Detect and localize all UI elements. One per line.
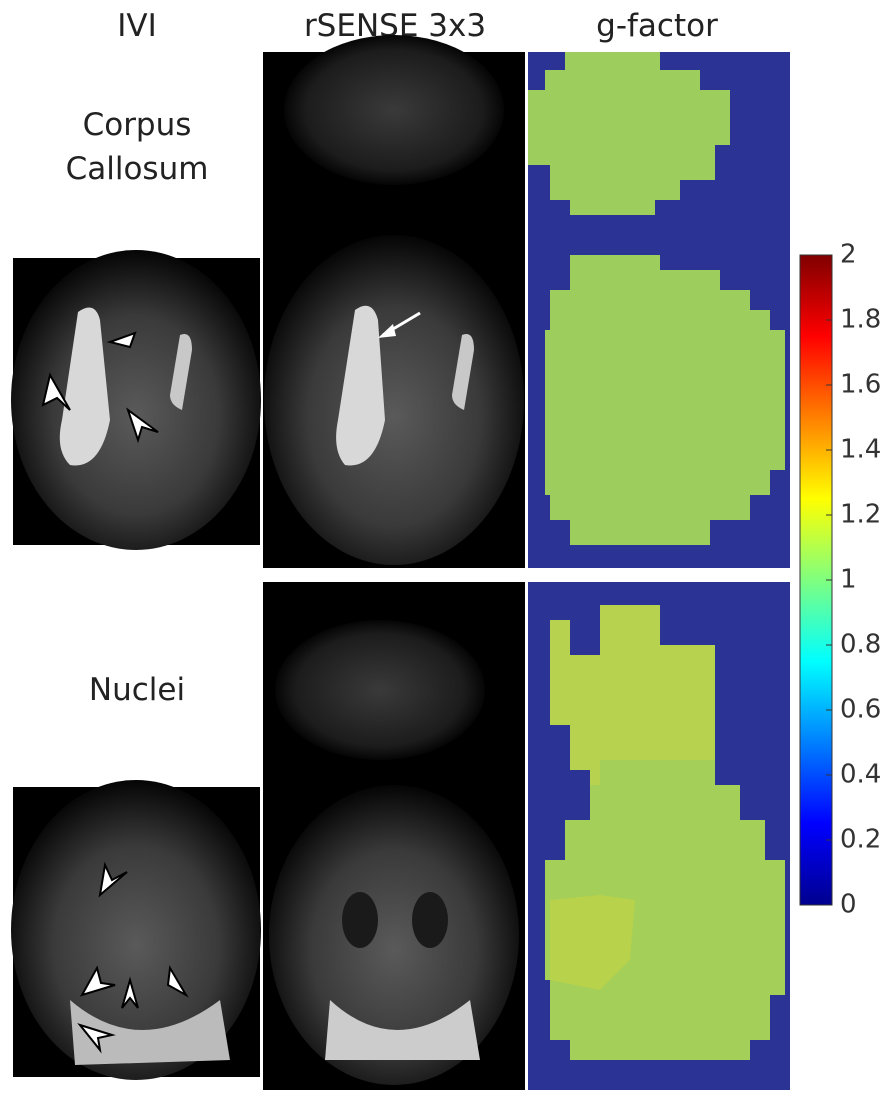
mri-image — [11, 250, 261, 550]
mri-image — [263, 35, 525, 568]
tick-label: 0 — [840, 890, 857, 920]
panels: 0 0.2 0.4 0.6 0.8 1 1.2 1.4 1.6 1.8 2 — [0, 0, 883, 1093]
mri-image — [263, 582, 525, 1090]
tick-label: 1.6 — [840, 370, 881, 400]
tick-label: 0.4 — [840, 760, 881, 790]
colorbar-ticks: 0 0.2 0.4 0.6 0.8 1 1.2 1.4 1.6 1.8 2 — [826, 240, 881, 920]
tick-label: 2 — [840, 240, 857, 270]
tick-label: 1 — [840, 565, 857, 595]
tick-label: 1.4 — [840, 435, 881, 465]
tick-label: 0.6 — [840, 695, 881, 725]
tick-label: 1.8 — [840, 305, 881, 335]
tick-label: 0.2 — [840, 825, 881, 855]
g-factor-map — [528, 582, 790, 1090]
g-factor-map — [528, 52, 790, 568]
tick-label: 0.8 — [840, 630, 881, 660]
tick-label: 1.2 — [840, 500, 881, 530]
mri-image — [11, 780, 261, 1080]
figure: IVI rSENSE 3x3 g-factor Corpus Callosum … — [0, 0, 883, 1093]
